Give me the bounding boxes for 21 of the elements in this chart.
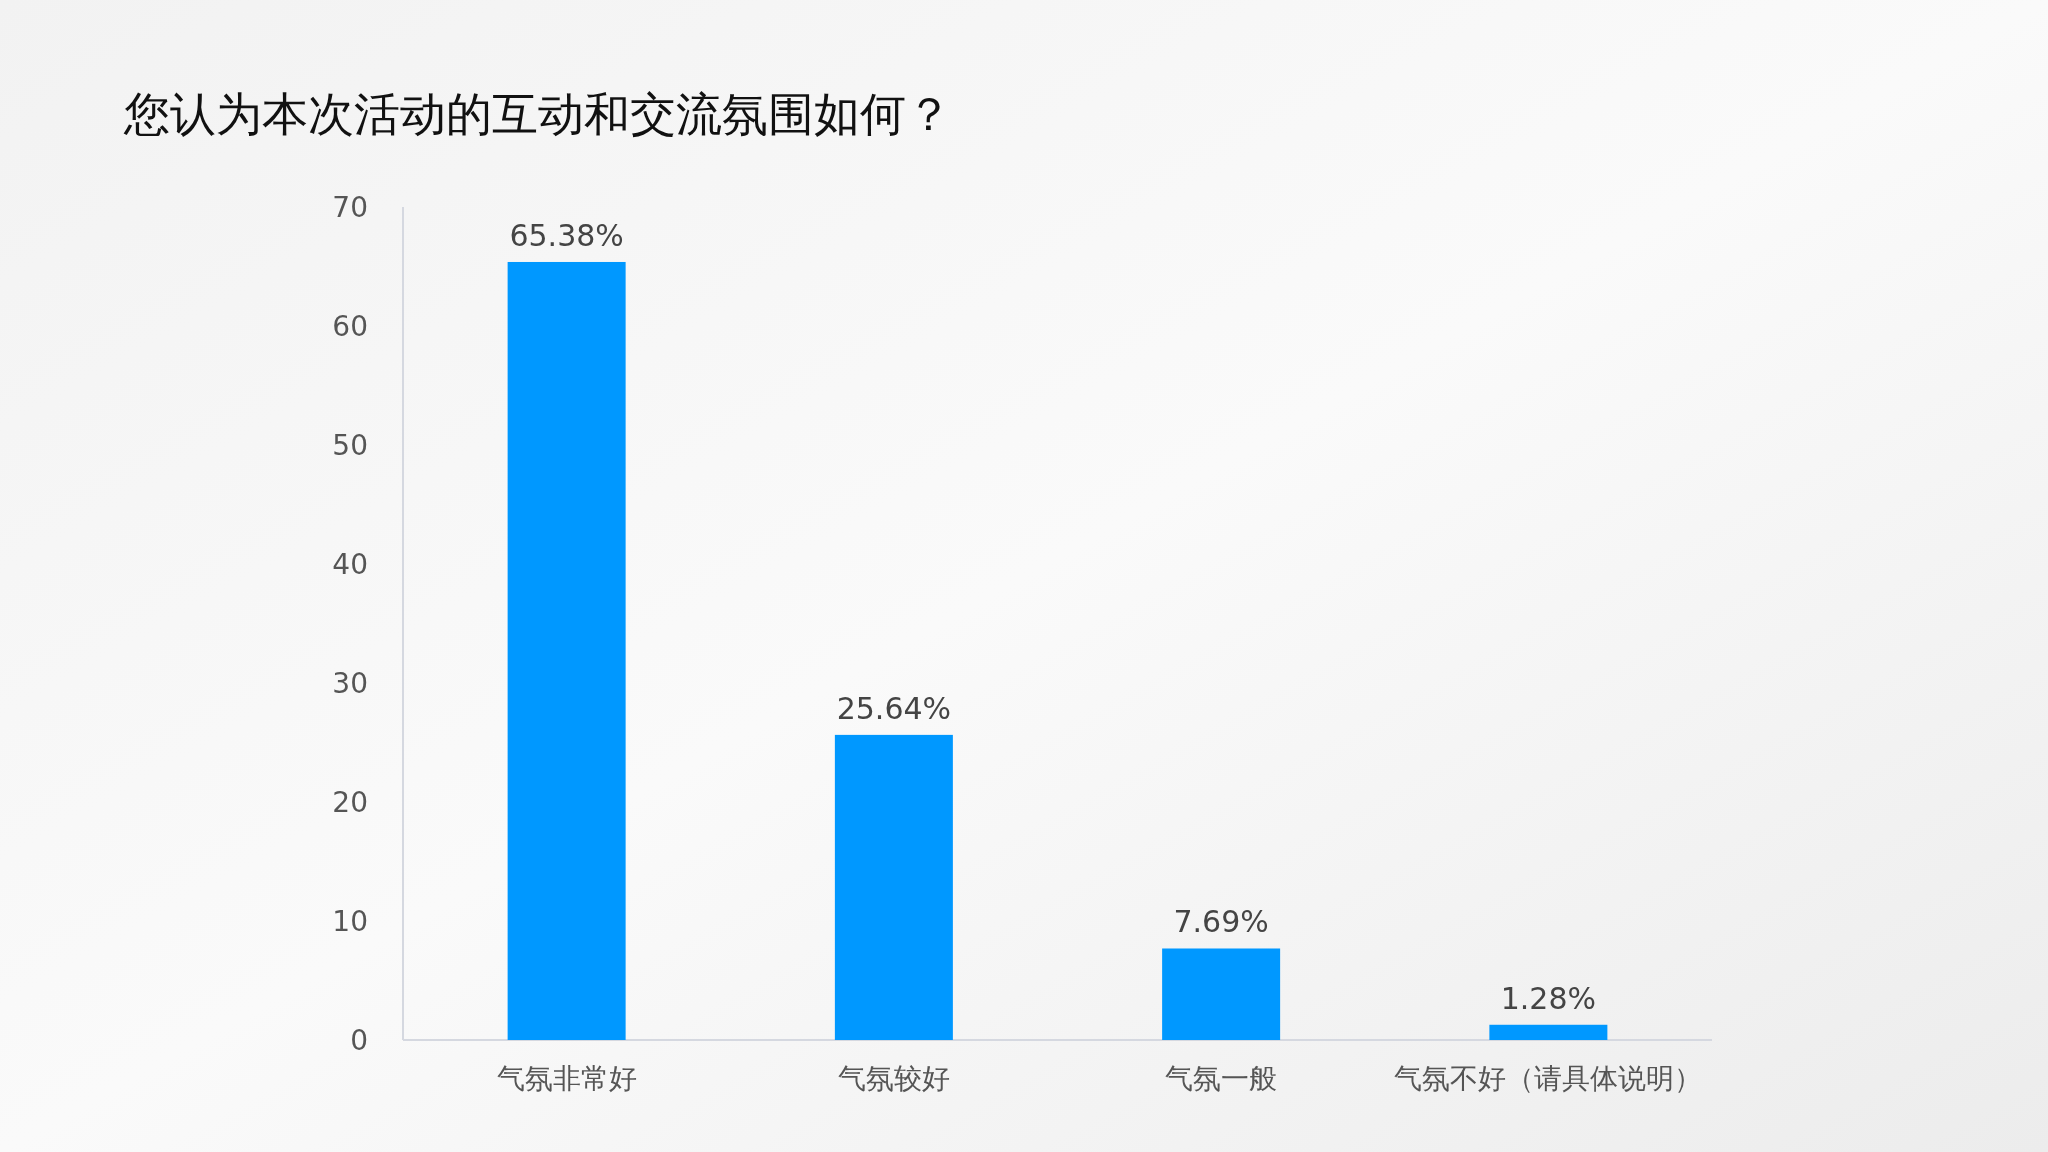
y-tick-label: 40	[332, 548, 368, 581]
y-tick-label: 10	[332, 905, 368, 938]
y-tick-label: 30	[332, 667, 368, 700]
data-label: 1.28%	[1500, 980, 1597, 1016]
y-tick-label: 20	[332, 786, 368, 819]
x-tick-label: 气氛一般	[1165, 1062, 1278, 1095]
x-tick-label: 气氛较好	[837, 1062, 950, 1095]
y-tick-label: 60	[332, 310, 368, 343]
bar	[1489, 1024, 1608, 1040]
chart-title: 您认为本次活动的互动和交流氛围如何？	[123, 87, 952, 141]
y-tick-label: 70	[332, 191, 368, 224]
bar	[507, 261, 626, 1040]
bar	[834, 734, 953, 1040]
data-label: 7.69%	[1173, 904, 1269, 940]
y-tick-label: 0	[350, 1024, 368, 1057]
x-tick-label: 气氛非常好	[496, 1062, 637, 1095]
x-tick-label: 气氛不好（请具体说明）	[1394, 1062, 1703, 1095]
bar	[1162, 948, 1281, 1040]
data-label: 25.64%	[836, 690, 952, 726]
data-label: 65.38%	[509, 217, 624, 253]
y-tick-label: 50	[332, 429, 368, 462]
